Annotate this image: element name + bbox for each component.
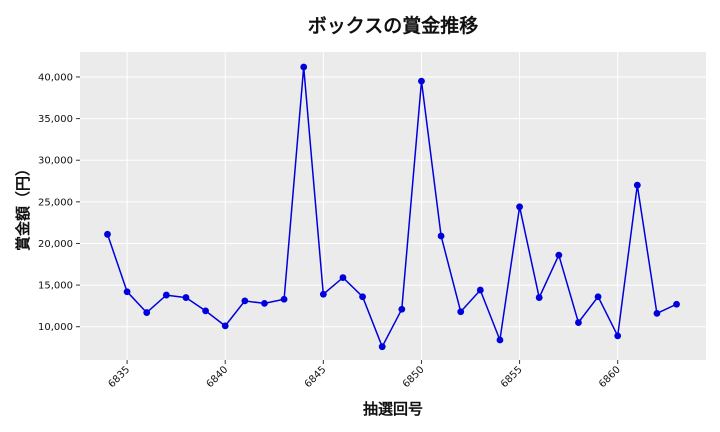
series xyxy=(104,63,680,351)
data-point xyxy=(319,290,327,298)
x-tick-label: 6845 xyxy=(303,364,329,390)
data-point xyxy=(104,230,111,238)
data-point xyxy=(418,77,425,85)
x-tick-label: 6840 xyxy=(205,364,231,390)
y-axis-label: 賞金額（円） xyxy=(14,161,32,251)
y-tick-label: 10,000 xyxy=(38,322,73,333)
y-tick-label: 35,000 xyxy=(38,114,73,125)
x-tick-label: 6850 xyxy=(401,364,427,390)
data-point xyxy=(398,305,406,313)
x-tick-label: 6835 xyxy=(106,364,132,390)
data-point xyxy=(261,299,268,307)
data-point xyxy=(241,297,249,305)
data-point xyxy=(457,308,465,316)
data-point xyxy=(339,274,347,281)
data-point xyxy=(555,251,563,259)
data-point xyxy=(221,322,229,330)
series-line xyxy=(106,66,677,349)
grid xyxy=(80,52,706,360)
data-point xyxy=(516,203,523,211)
data-point xyxy=(476,286,484,294)
data-point xyxy=(673,300,680,308)
data-point xyxy=(437,232,445,240)
chart-title: ボックスの賞金推移 xyxy=(308,14,478,37)
x-axis: 6835 6840 6845 6850 6855 6860 xyxy=(106,360,623,390)
plot-area xyxy=(80,52,706,360)
data-point xyxy=(359,293,366,301)
data-point xyxy=(378,343,386,351)
data-point xyxy=(143,309,151,316)
data-point xyxy=(633,181,641,189)
y-tick-label: 25,000 xyxy=(38,197,73,208)
data-point xyxy=(575,319,582,326)
y-axis: 10,000 15,000 20,000 25,000 30,000 35,000 40,0… xyxy=(38,72,80,333)
x-axis-label: 抽選回号 xyxy=(363,400,423,418)
data-point xyxy=(496,336,504,344)
y-tick-label: 20,000 xyxy=(38,239,73,250)
data-point xyxy=(182,294,190,301)
data-point xyxy=(614,332,622,340)
x-tick-label: 6860 xyxy=(597,364,623,390)
data-point xyxy=(535,294,543,301)
data-point xyxy=(280,295,288,303)
data-point xyxy=(653,309,661,317)
data-point xyxy=(202,307,209,315)
data-point xyxy=(300,63,308,71)
y-tick-label: 30,000 xyxy=(38,156,73,167)
data-point xyxy=(162,291,170,299)
x-tick-label: 6855 xyxy=(499,364,525,390)
data-point xyxy=(594,293,602,301)
y-tick-label: 15,000 xyxy=(38,281,73,292)
y-tick-label: 40,000 xyxy=(38,72,73,83)
data-point xyxy=(123,288,131,296)
